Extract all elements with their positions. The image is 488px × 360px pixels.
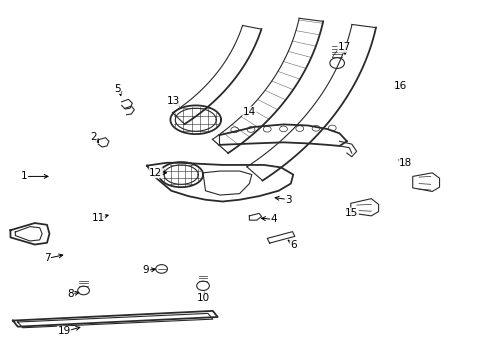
Text: 15: 15 [345,208,358,218]
Text: 16: 16 [393,81,407,91]
Text: 13: 13 [167,96,180,106]
Text: 3: 3 [285,195,291,205]
Text: 10: 10 [196,293,209,303]
Text: 18: 18 [398,158,411,168]
Text: 19: 19 [58,326,71,336]
Text: 14: 14 [242,107,256,117]
Text: 9: 9 [142,265,149,275]
Text: 2: 2 [90,132,97,142]
Text: 11: 11 [91,213,104,222]
Text: 6: 6 [289,239,296,249]
Text: 5: 5 [114,84,121,94]
Text: 17: 17 [337,42,350,52]
Text: 7: 7 [43,253,50,263]
Text: 8: 8 [67,289,74,299]
Text: 1: 1 [21,171,27,181]
Text: 12: 12 [149,168,162,178]
Text: 4: 4 [270,215,277,224]
